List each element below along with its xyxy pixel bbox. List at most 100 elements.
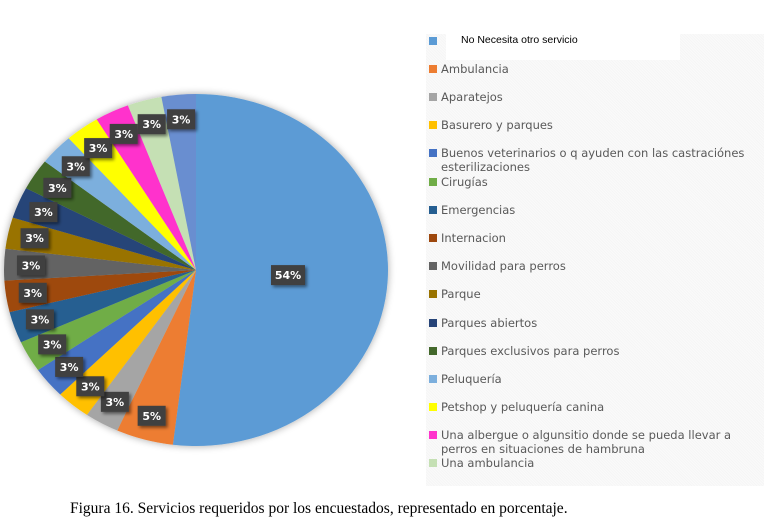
- legend-item: Emergencias: [429, 203, 761, 217]
- legend-item: Cirugías: [429, 175, 761, 189]
- data-label-17: 3%: [167, 109, 196, 130]
- legend-marker-icon: [429, 290, 437, 298]
- legend-label: Movilidad para perros: [441, 259, 566, 273]
- legend-label: Parque: [441, 287, 481, 301]
- data-label-text: 3%: [89, 142, 108, 155]
- data-label-box: [137, 405, 166, 426]
- pie-slice-15: [96, 105, 196, 271]
- legend-item: Basurero y parques: [429, 118, 761, 132]
- legend-item: Movilidad para perros: [429, 259, 761, 273]
- data-label-box: [43, 177, 72, 198]
- data-label-box: [270, 265, 305, 286]
- data-label-2: 5%: [137, 405, 166, 426]
- legend-marker-icon: [429, 178, 437, 186]
- data-label-text: 3%: [23, 287, 42, 300]
- data-label-14: 3%: [84, 138, 113, 159]
- legend-item: Internacion: [429, 231, 761, 245]
- data-label-text: 3%: [66, 160, 85, 173]
- legend-overlay-box: No Necesita otro servicio: [446, 30, 680, 60]
- data-label-text: 3%: [43, 338, 62, 351]
- data-label-text: 3%: [172, 113, 191, 126]
- data-label-box: [109, 123, 138, 144]
- data-label-8: 3%: [18, 282, 47, 303]
- data-label-box: [84, 138, 113, 159]
- data-labels: 54%5%3%3%3%3%3%3%3%3%3%3%3%3%3%3% 3%: [16, 109, 305, 426]
- legend-item: Peluquería: [429, 372, 761, 386]
- legend-label: Basurero y parques: [441, 118, 553, 132]
- data-label-6: 3%: [38, 334, 67, 355]
- legend-label: Cirugías: [441, 175, 488, 189]
- data-label-text: 3%: [34, 206, 53, 219]
- data-label-box: [55, 356, 84, 377]
- legend-item: Una ambulancia: [429, 456, 761, 470]
- legend-marker-icon: [429, 375, 437, 383]
- data-label-text: 5%: [142, 410, 161, 423]
- legend-item: Aparatejos: [429, 90, 761, 104]
- data-label-box: [167, 109, 196, 130]
- data-label-box: [100, 391, 129, 412]
- legend-marker-icon: [429, 319, 437, 327]
- legend-marker-icon: [429, 347, 437, 355]
- legend-marker-icon: [429, 459, 437, 467]
- data-label-box: [137, 114, 166, 135]
- legend-label: Una ambulancia: [441, 456, 535, 470]
- legend-marker-icon: [429, 431, 437, 439]
- legend-marker-icon: [429, 121, 437, 129]
- legend-label: Parques exclusivos para perros: [441, 344, 620, 358]
- legend-item: [429, 34, 761, 45]
- data-label-box: [16, 255, 45, 276]
- legend-item: Parques exclusivos para perros: [429, 344, 761, 358]
- pie-slice-7: [9, 270, 196, 343]
- data-label-text: 3%: [106, 396, 125, 409]
- data-label-text: 3%: [81, 380, 100, 393]
- pie-slice-8: [4, 270, 196, 313]
- legend-marker-icon: [429, 403, 437, 411]
- data-label-box: [20, 228, 49, 249]
- data-label-text: 3%: [25, 232, 44, 245]
- data-label-text: 3%: [60, 361, 79, 374]
- data-label-text: 3%: [48, 182, 67, 195]
- pie-slice-16: [127, 96, 196, 270]
- data-label-13: 3%: [61, 156, 90, 177]
- legend-label: Petshop y peluquería canina: [441, 400, 605, 414]
- pie-slice-17: [161, 94, 196, 270]
- legend-marker-icon: [429, 37, 437, 45]
- legend-label: Buenos veterinarios o q ayuden con las c…: [441, 146, 745, 174]
- data-label-box: [76, 376, 105, 397]
- data-label-3: 3%: [100, 391, 129, 412]
- data-label-1: 54%: [270, 265, 305, 286]
- pie-slice-3: [86, 270, 196, 431]
- data-label-text: 54%: [275, 269, 301, 282]
- data-label-9: 3%: [16, 255, 45, 276]
- pie-slice-11: [12, 188, 197, 270]
- legend-label: Aparatejos: [441, 90, 503, 104]
- legend-marker-icon: [429, 262, 437, 270]
- legend-item: Ambulancia: [429, 62, 761, 76]
- data-label-text: 3%: [142, 118, 161, 131]
- legend-item: Parque: [429, 287, 761, 301]
- data-label-4: 3%: [76, 376, 105, 397]
- data-label-text: 3%: [31, 313, 50, 326]
- data-label-box: [38, 334, 67, 355]
- pie-slice-10: [5, 217, 196, 270]
- data-label-16: 3%: [137, 114, 166, 135]
- data-label-10: 3%: [20, 228, 49, 249]
- data-label-box: [29, 202, 58, 223]
- pie-slice-2: [117, 270, 196, 445]
- data-label-text: 3%: [22, 259, 41, 272]
- legend-label: Ambulancia: [441, 62, 509, 76]
- legend-marker-icon: [429, 65, 437, 73]
- legend-background: [426, 34, 764, 486]
- data-label-text: 3%: [114, 128, 133, 141]
- legend-label: Internacion: [441, 231, 506, 245]
- legend-marker-icon: [429, 206, 437, 214]
- data-label-15: 3%: [109, 123, 138, 144]
- data-label-12: 3%: [43, 177, 72, 198]
- pie-slices: [4, 94, 389, 446]
- legend-label: Parques abiertos: [441, 316, 538, 330]
- legend-marker-icon: [429, 93, 437, 101]
- legend-marker-icon: [429, 234, 437, 242]
- legend-overlay-label: No Necesita otro servicio: [461, 34, 578, 46]
- legend-item: Buenos veterinarios o q ayuden con las c…: [429, 146, 761, 174]
